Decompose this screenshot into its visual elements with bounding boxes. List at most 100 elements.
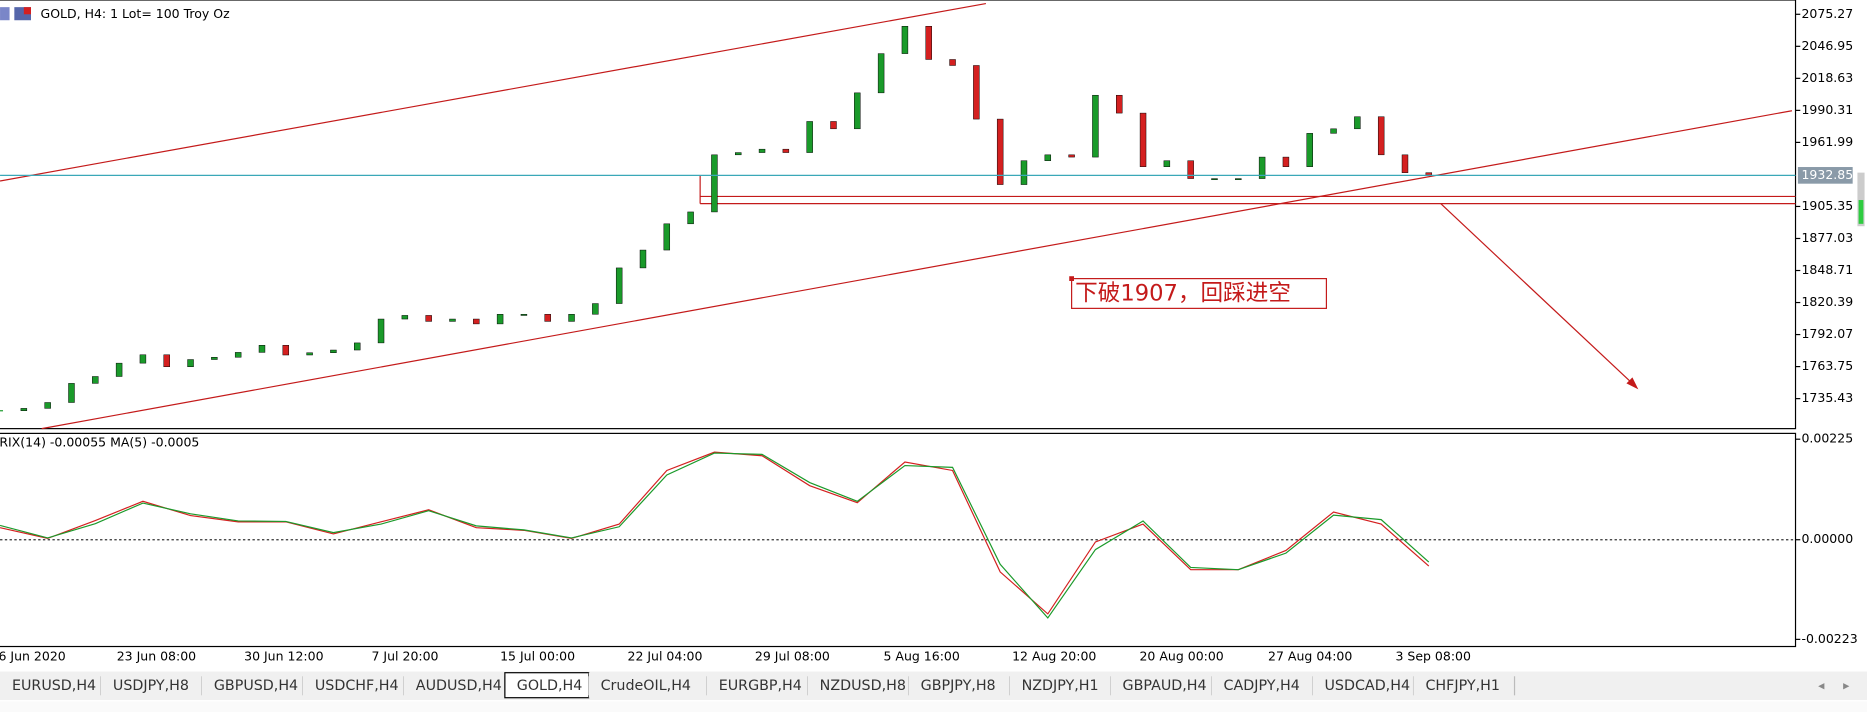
tab[interactable]: CADJPY,H4 xyxy=(1211,672,1314,698)
tab-label[interactable]: GBPAUD,H4 xyxy=(1123,678,1207,694)
tab-label[interactable]: NZDUSD,H8 xyxy=(820,678,906,694)
tab-bg[interactable] xyxy=(1009,672,1111,698)
tab-bg[interactable] xyxy=(101,672,202,698)
tab-label[interactable]: GBPJPY,H8 xyxy=(921,678,996,694)
tab-label[interactable]: NZDJPY,H1 xyxy=(1022,678,1099,694)
tab[interactable]: EURUSD,H4 xyxy=(0,672,102,698)
tab[interactable]: EURGBP,H4 xyxy=(706,672,809,698)
drawings xyxy=(0,2,1796,430)
tab[interactable]: USDCHF,H4 xyxy=(302,672,405,698)
tab-bg[interactable] xyxy=(807,672,909,698)
window-icons xyxy=(0,7,31,21)
indicator-title: TRIX(14) -0.00055 MA(5) -0.0005 xyxy=(0,434,199,449)
tab-bg[interactable] xyxy=(403,672,505,698)
icon xyxy=(0,7,10,21)
tab[interactable]: GOLD,H4 xyxy=(504,672,590,699)
tab-label[interactable]: GOLD,H4 xyxy=(517,678,583,694)
candle xyxy=(1068,154,1075,158)
candle xyxy=(187,359,194,368)
tab-label[interactable]: USDCHF,H4 xyxy=(315,678,399,694)
candle xyxy=(1235,178,1242,181)
y-tick-label: 1735.43 xyxy=(1801,390,1853,405)
tab-label[interactable]: USDJPY,H8 xyxy=(113,678,189,694)
candle xyxy=(1354,116,1361,130)
tab[interactable]: NZDJPY,H1 xyxy=(1009,672,1112,698)
candle xyxy=(211,357,218,360)
price-label-bg xyxy=(1797,167,1853,184)
candle xyxy=(354,342,361,351)
scrollbar xyxy=(1857,172,1865,227)
tab-label[interactable]: USDCAD,H4 xyxy=(1325,678,1411,694)
candle xyxy=(663,223,671,251)
y-tick-label: 1792.07 xyxy=(1801,326,1853,341)
tab-bg[interactable] xyxy=(908,672,1010,698)
candle xyxy=(306,352,313,356)
tab[interactable]: NZDUSD,H8 xyxy=(807,672,910,698)
tab[interactable]: GBPJPY,H8 xyxy=(908,672,1011,698)
tab-label[interactable]: GBPUSD,H4 xyxy=(214,678,298,694)
candle xyxy=(1211,178,1218,181)
tab-bg[interactable] xyxy=(706,672,808,698)
tab-label[interactable]: CrudeOIL,H4 xyxy=(601,678,691,694)
tab-label[interactable]: EURGBP,H4 xyxy=(719,678,802,694)
anchor xyxy=(1069,276,1074,281)
y-tick-label: 0.00000 xyxy=(1801,531,1853,546)
candle xyxy=(115,362,123,377)
candle xyxy=(449,318,456,322)
candle xyxy=(711,154,718,213)
arrow-head xyxy=(1626,377,1639,390)
y-tick-label: 1961.99 xyxy=(1801,134,1853,149)
candle xyxy=(401,315,409,320)
candle xyxy=(806,121,813,153)
tab-label[interactable]: EURUSD,H4 xyxy=(12,678,96,694)
candle xyxy=(615,267,623,304)
candle xyxy=(687,211,694,225)
indicator-line xyxy=(0,452,1430,619)
candle xyxy=(544,314,551,322)
scroll-right[interactable]: ▸ xyxy=(1843,677,1850,692)
candle xyxy=(425,315,432,322)
candle xyxy=(735,152,742,156)
tab-label[interactable]: CHFJPY,H1 xyxy=(1425,678,1499,694)
current-price-label: 1932.85 xyxy=(1801,167,1853,182)
x-tick-label: 12 Aug 20:00 xyxy=(1012,649,1096,664)
y-tick-label: 2018.63 xyxy=(1801,70,1853,85)
candle xyxy=(20,408,28,411)
candle xyxy=(901,25,909,54)
tab[interactable]: AUDUSD,H4 xyxy=(403,672,506,698)
tab-bg[interactable] xyxy=(588,672,707,698)
candle xyxy=(520,314,528,316)
tab[interactable]: CHFJPY,H1 xyxy=(1413,672,1516,698)
candle xyxy=(258,345,266,353)
tab[interactable]: GBPUSD,H4 xyxy=(201,672,304,698)
x-tick-label: 3 Sep 08:00 xyxy=(1395,649,1471,664)
tab-bg[interactable] xyxy=(0,672,102,698)
x-tick-label: 29 Jul 08:00 xyxy=(755,649,830,664)
x-tick-label: 27 Aug 04:00 xyxy=(1268,649,1352,664)
candle xyxy=(949,59,956,66)
tab[interactable]: CrudeOIL,H4 xyxy=(588,672,708,698)
tab-bg[interactable] xyxy=(1312,672,1414,698)
tab[interactable]: USDJPY,H8 xyxy=(101,672,203,698)
candle xyxy=(282,345,290,356)
tab-bg[interactable] xyxy=(201,672,303,698)
tab-bg[interactable] xyxy=(1110,672,1212,698)
x-tick-label: 30 Jun 12:00 xyxy=(244,649,323,664)
candle xyxy=(139,354,147,364)
tab[interactable]: USDCAD,H4 xyxy=(1312,672,1415,698)
y-tick-label: 2046.95 xyxy=(1801,38,1853,53)
y-tick-label: 0.00225 xyxy=(1801,431,1853,446)
tab-bg[interactable] xyxy=(1413,672,1515,698)
candle xyxy=(568,314,575,322)
candle xyxy=(1187,160,1194,179)
scroll-left[interactable]: ◂ xyxy=(1818,677,1825,692)
tab-bg[interactable] xyxy=(1211,672,1313,698)
tab-label[interactable]: AUDUSD,H4 xyxy=(416,678,502,694)
y-tick-label: 1763.75 xyxy=(1801,358,1853,373)
tab[interactable]: GBPAUD,H4 xyxy=(1110,672,1213,698)
tab-label[interactable]: CADJPY,H4 xyxy=(1224,678,1300,694)
candle xyxy=(877,53,885,94)
candle xyxy=(68,383,75,403)
tab-bg[interactable] xyxy=(302,672,404,698)
